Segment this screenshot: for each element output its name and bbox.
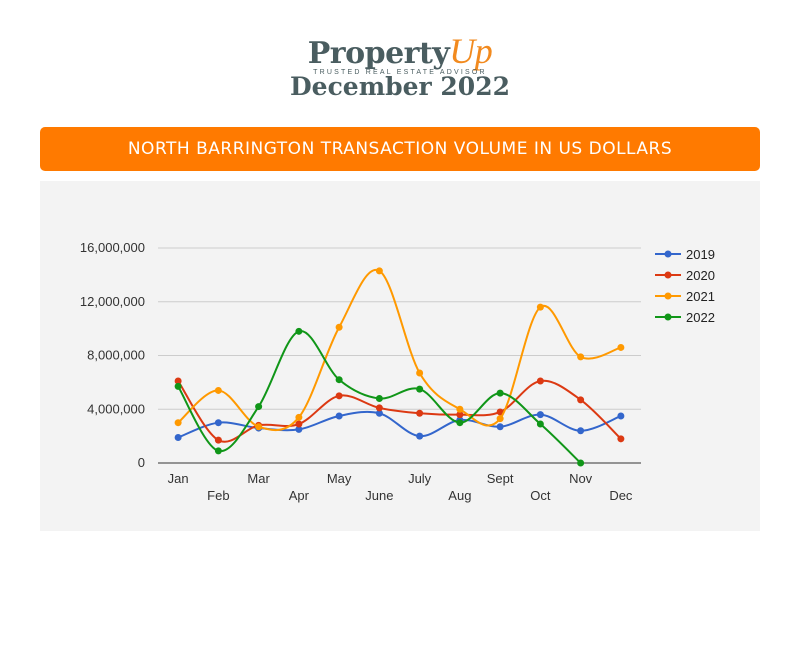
legend-label-2020: 2020 bbox=[686, 268, 715, 283]
report-date-title: December 2022 bbox=[289, 72, 510, 101]
data-point-2019 bbox=[174, 433, 182, 441]
series-line-2022 bbox=[177, 330, 582, 464]
data-point-2020 bbox=[214, 436, 222, 444]
legend-label-2022: 2022 bbox=[686, 310, 715, 325]
data-point-2021 bbox=[295, 413, 303, 421]
x-tick-label: Aug bbox=[448, 488, 471, 503]
x-tick-label: Jan bbox=[168, 471, 189, 486]
data-point-2022 bbox=[214, 447, 222, 455]
data-point-2021 bbox=[496, 415, 504, 423]
data-point-2021 bbox=[174, 419, 182, 427]
data-point-2022 bbox=[416, 385, 424, 393]
brand-accent: Up bbox=[449, 31, 493, 71]
legend-label-2019: 2019 bbox=[686, 247, 715, 262]
data-point-2021 bbox=[617, 343, 625, 351]
chart-title-banner: NORTH BARRINGTON TRANSACTION VOLUME IN U… bbox=[40, 127, 760, 171]
data-point-2020 bbox=[295, 420, 303, 428]
y-tick-label: 12,000,000 bbox=[80, 294, 145, 309]
data-point-2022 bbox=[174, 382, 182, 390]
y-tick-label: 0 bbox=[138, 455, 145, 470]
x-tick-label: Nov bbox=[569, 471, 593, 486]
data-point-2022 bbox=[536, 420, 544, 428]
legend-marker-2020 bbox=[664, 271, 672, 279]
x-tick-label: June bbox=[365, 488, 393, 503]
data-point-2020 bbox=[335, 392, 343, 400]
data-point-2021 bbox=[577, 353, 585, 361]
data-point-2020 bbox=[536, 377, 544, 385]
data-point-2020 bbox=[375, 404, 383, 412]
data-point-2020 bbox=[174, 377, 182, 385]
data-point-2019 bbox=[295, 425, 303, 433]
data-point-2022 bbox=[577, 459, 585, 467]
data-point-2021 bbox=[335, 323, 343, 331]
data-point-2021 bbox=[255, 423, 263, 431]
series-line-2020 bbox=[177, 379, 622, 443]
data-point-2019 bbox=[617, 412, 625, 420]
data-point-2019 bbox=[496, 423, 504, 431]
x-tick-label: Apr bbox=[289, 488, 310, 503]
legend-marker-2022 bbox=[664, 313, 672, 321]
x-tick-label: Sept bbox=[487, 471, 514, 486]
data-point-2019 bbox=[577, 427, 585, 435]
data-point-2021 bbox=[416, 369, 424, 377]
data-point-2021 bbox=[456, 405, 464, 413]
x-tick-label: May bbox=[327, 471, 352, 486]
x-tick-label: Oct bbox=[530, 488, 551, 503]
brand-logo: PropertyUp TRUSTED REAL ESTATE ADVISOR bbox=[0, 31, 800, 76]
data-point-2022 bbox=[255, 403, 263, 411]
data-point-2019 bbox=[416, 432, 424, 440]
data-point-2019 bbox=[375, 409, 383, 417]
data-point-2022 bbox=[335, 376, 343, 384]
data-point-2019 bbox=[536, 411, 544, 419]
legend-marker-2021 bbox=[664, 292, 672, 300]
data-point-2021 bbox=[214, 386, 222, 394]
x-tick-label: Feb bbox=[207, 488, 229, 503]
legend-marker-2019 bbox=[664, 250, 672, 258]
y-tick-label: 8,000,000 bbox=[87, 348, 145, 363]
data-point-2019 bbox=[335, 412, 343, 420]
y-tick-label: 4,000,000 bbox=[87, 401, 145, 416]
data-point-2019 bbox=[214, 419, 222, 427]
data-point-2021 bbox=[536, 303, 544, 311]
data-point-2020 bbox=[617, 435, 625, 443]
x-tick-label: Mar bbox=[247, 471, 270, 486]
x-tick-label: July bbox=[408, 471, 432, 486]
legend-label-2021: 2021 bbox=[686, 289, 715, 304]
y-tick-label: 16,000,000 bbox=[80, 240, 145, 255]
data-point-2022 bbox=[295, 327, 303, 335]
brand-wordmark: PropertyUp bbox=[0, 31, 800, 71]
brand-tagline: TRUSTED REAL ESTATE ADVISOR bbox=[313, 69, 487, 76]
data-point-2020 bbox=[496, 408, 504, 416]
data-point-2020 bbox=[456, 411, 464, 419]
x-tick-label: Dec bbox=[609, 488, 633, 503]
data-point-2022 bbox=[496, 389, 504, 397]
brand-main: Property bbox=[307, 36, 450, 71]
data-point-2022 bbox=[375, 395, 383, 402]
series-line-2021 bbox=[177, 268, 622, 432]
data-point-2020 bbox=[577, 396, 585, 404]
data-point-2020 bbox=[416, 409, 424, 417]
data-point-2022 bbox=[456, 419, 464, 427]
data-point-2021 bbox=[375, 267, 383, 275]
